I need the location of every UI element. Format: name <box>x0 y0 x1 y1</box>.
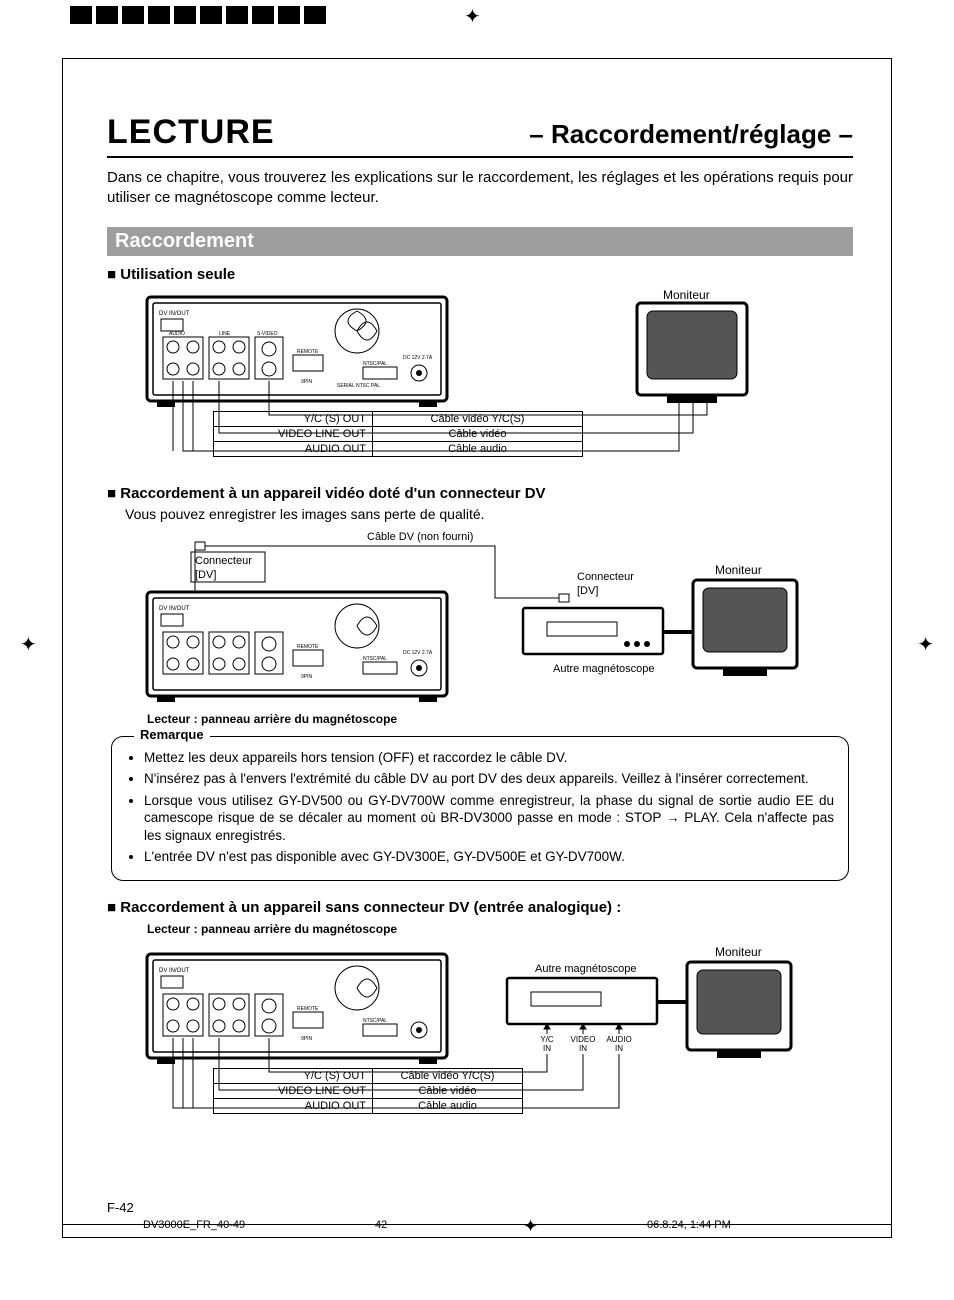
row-cable: Câble vidéo Y/C(S) <box>373 411 583 427</box>
footer-line: DV3000E_FR_40-49 42 ✦ 06.8.24, 1:44 PM <box>63 1224 891 1225</box>
print-registration-top: ✦ <box>0 6 954 28</box>
svg-text:[DV]: [DV] <box>195 569 216 581</box>
remark-item: Lorsque vous utilisez GY-DV500 ou GY-DV7… <box>144 792 834 845</box>
svg-text:9PIN: 9PIN <box>301 1036 313 1042</box>
footer-date: 06.8.24, 1:44 PM <box>647 1219 731 1231</box>
remark-box: Remarque Mettez les deux appareils hors … <box>111 736 849 881</box>
svg-text:Moniteur: Moniteur <box>715 945 762 959</box>
registration-mark-bottom: ✦ <box>523 1216 538 1237</box>
section2-caption: Lecteur : panneau arrière du magnétoscop… <box>147 712 853 726</box>
section3-caption: Lecteur : panneau arrière du magnétoscop… <box>147 922 853 936</box>
remark-item: Mettez les deux appareils hors tension (… <box>144 749 834 767</box>
row-port: AUDIO OUT <box>213 442 373 457</box>
dv-cable-label: Câble DV (non fourni) <box>367 531 473 543</box>
row-cable: Câble audio <box>373 1099 523 1114</box>
svg-text:VIDEO: VIDEO <box>571 1035 596 1044</box>
svg-text:Connecteur: Connecteur <box>195 555 252 567</box>
diagram-3: Moniteur DV IN/OUT REMOTE 9PIN <box>107 942 853 1114</box>
svg-text:REMOTE: REMOTE <box>297 644 319 650</box>
svg-text:Autre magnétoscope: Autre magnétoscope <box>535 963 637 975</box>
svg-text:REMOTE: REMOTE <box>297 349 319 355</box>
svg-text:S-VIDEO: S-VIDEO <box>257 331 278 337</box>
row-port: Y/C (S) OUT <box>213 411 373 427</box>
svg-text:Moniteur: Moniteur <box>715 563 762 577</box>
remark-title: Remarque <box>134 727 210 742</box>
svg-text:IN: IN <box>579 1044 587 1053</box>
section-analog: Raccordement à un appareil sans connecte… <box>107 899 853 1114</box>
row-cable: Câble vidéo <box>373 427 583 442</box>
svg-text:NTSC/PAL: NTSC/PAL <box>363 361 387 367</box>
color-bars-left <box>70 6 330 24</box>
section1-title: Utilisation seule <box>107 266 853 283</box>
svg-text:9PIN: 9PIN <box>301 379 313 385</box>
heading-left: LECTURE <box>107 113 275 152</box>
svg-text:AUDIO: AUDIO <box>606 1035 631 1044</box>
section-dv-connector: Raccordement à un appareil vidéo doté d'… <box>107 485 853 726</box>
svg-text:DC 12V 2.7A: DC 12V 2.7A <box>403 355 433 361</box>
registration-mark-top: ✦ <box>464 4 481 29</box>
page-heading: LECTURE – Raccordement/réglage – <box>107 113 853 158</box>
color-bars-right <box>676 6 884 24</box>
row-cable: Câble audio <box>373 442 583 457</box>
svg-text:AUDIO: AUDIO <box>169 331 185 337</box>
svg-text:9PIN: 9PIN <box>301 674 313 680</box>
svg-text:Autre magnétoscope: Autre magnétoscope <box>553 663 655 675</box>
section-usage-alone: Utilisation seule DV IN/OUT <box>107 266 853 457</box>
svg-text:REMOTE: REMOTE <box>297 1006 319 1012</box>
section3-title: Raccordement à un appareil sans connecte… <box>107 899 853 916</box>
svg-text:Y/C: Y/C <box>540 1035 554 1044</box>
footer-file: DV3000E_FR_40-49 <box>143 1219 245 1231</box>
connector-table-1: Y/C (S) OUTCâble vidéo Y/C(S) VIDEO LINE… <box>213 411 643 457</box>
label-dv: DV IN/OUT <box>159 311 190 317</box>
row-port: VIDEO LINE OUT <box>213 1084 373 1099</box>
page-frame: LECTURE – Raccordement/réglage – Dans ce… <box>62 58 892 1238</box>
footer-num: 42 <box>375 1219 387 1231</box>
svg-text:NTSC/PAL: NTSC/PAL <box>363 656 387 662</box>
svg-text:Connecteur: Connecteur <box>577 571 634 583</box>
section-band: Raccordement <box>107 227 853 256</box>
row-cable: Câble vidéo <box>373 1084 523 1099</box>
remark-list: Mettez les deux appareils hors tension (… <box>126 749 834 866</box>
intro-paragraph: Dans ce chapitre, vous trouverez les exp… <box>107 168 853 209</box>
remark-item: L'entrée DV n'est pas disponible avec GY… <box>144 848 834 866</box>
svg-text:LINE: LINE <box>219 331 231 337</box>
svg-text:DV IN/OUT: DV IN/OUT <box>159 606 190 612</box>
svg-text:IN: IN <box>615 1044 623 1053</box>
row-cable: Câble vidéo Y/C(S) <box>373 1068 523 1084</box>
diagram-2: Câble DV (non fourni) Connecteur [DV] Co… <box>107 528 853 708</box>
heading-right: – Raccordement/réglage – <box>529 119 853 150</box>
svg-text:IN: IN <box>543 1044 551 1053</box>
remark-item: N'insérez pas à l'envers l'extrémité du … <box>144 770 834 788</box>
svg-text:DC 12V 2.7A: DC 12V 2.7A <box>403 650 433 656</box>
svg-text:[DV]: [DV] <box>577 585 598 597</box>
svg-text:DV IN/OUT: DV IN/OUT <box>159 968 190 974</box>
svg-text:SERIAL NTSC PAL: SERIAL NTSC PAL <box>337 383 380 389</box>
registration-mark-left: ✦ <box>20 632 37 657</box>
registration-mark-right: ✦ <box>917 632 934 657</box>
row-port: AUDIO OUT <box>213 1099 373 1114</box>
row-port: Y/C (S) OUT <box>213 1068 373 1084</box>
row-port: VIDEO LINE OUT <box>213 427 373 442</box>
svg-text:NTSC/PAL: NTSC/PAL <box>363 1018 387 1024</box>
connector-table-3: Y/C (S) OUTCâble vidéo Y/C(S) VIDEO LINE… <box>213 1068 543 1114</box>
page-number: F-42 <box>107 1200 134 1215</box>
diagram-1: DV IN/OUT AUDIO LINE S-VIDEO <box>107 289 853 457</box>
section2-title: Raccordement à un appareil vidéo doté d'… <box>107 485 853 502</box>
section2-subtitle: Vous pouvez enregistrer les images sans … <box>125 506 853 522</box>
monitor-label-1: Moniteur <box>663 289 710 302</box>
